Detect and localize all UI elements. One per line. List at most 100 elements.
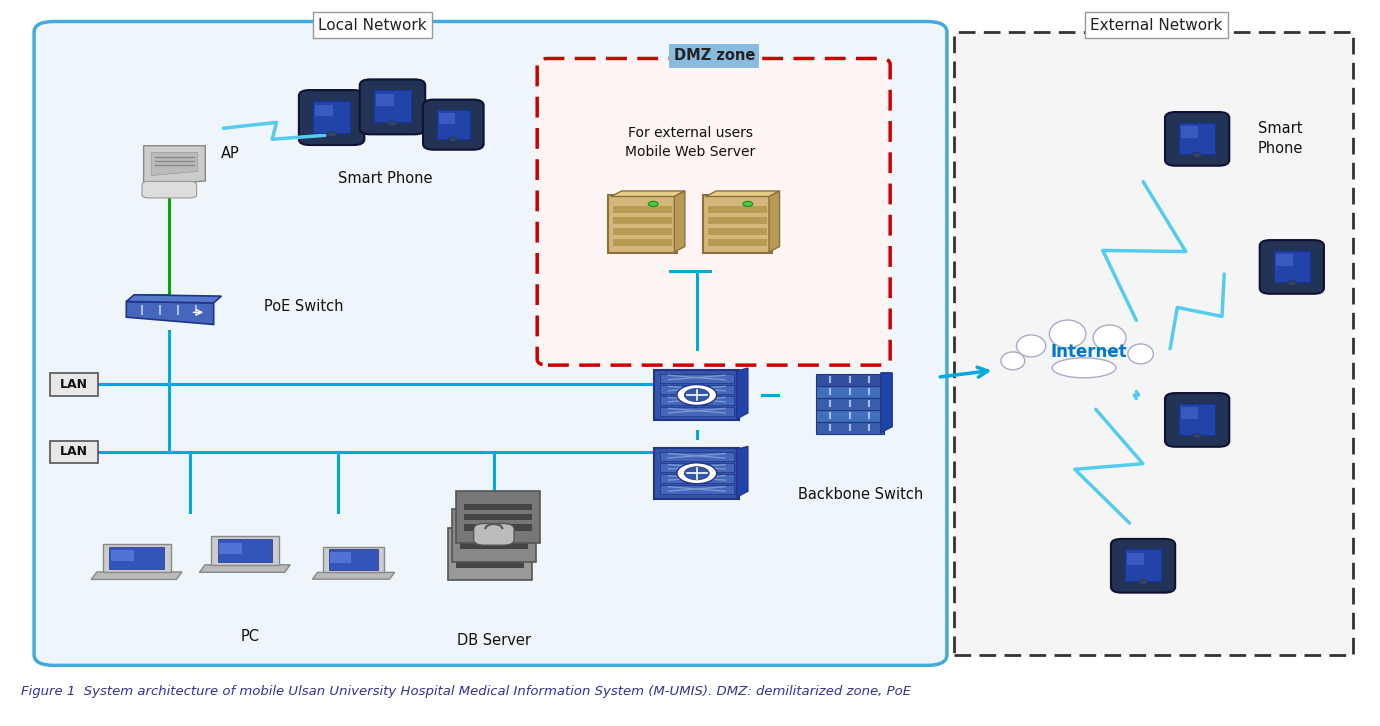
Polygon shape bbox=[199, 565, 290, 572]
FancyBboxPatch shape bbox=[50, 373, 98, 396]
FancyBboxPatch shape bbox=[460, 543, 529, 549]
Ellipse shape bbox=[1000, 352, 1025, 370]
Polygon shape bbox=[152, 152, 197, 176]
Polygon shape bbox=[144, 146, 206, 187]
FancyBboxPatch shape bbox=[708, 240, 767, 246]
FancyBboxPatch shape bbox=[954, 32, 1352, 655]
Circle shape bbox=[1192, 152, 1202, 158]
FancyBboxPatch shape bbox=[660, 474, 734, 483]
FancyBboxPatch shape bbox=[464, 524, 531, 531]
Text: For external users
Mobile Web Server: For external users Mobile Web Server bbox=[625, 126, 755, 159]
FancyBboxPatch shape bbox=[464, 504, 531, 510]
Polygon shape bbox=[127, 295, 221, 303]
Polygon shape bbox=[880, 373, 893, 433]
FancyBboxPatch shape bbox=[424, 99, 483, 150]
FancyBboxPatch shape bbox=[660, 385, 734, 393]
Text: LAN: LAN bbox=[59, 446, 88, 458]
FancyBboxPatch shape bbox=[1180, 123, 1214, 154]
FancyBboxPatch shape bbox=[1165, 393, 1230, 446]
FancyBboxPatch shape bbox=[1111, 539, 1176, 592]
Text: PC: PC bbox=[241, 629, 259, 645]
Circle shape bbox=[684, 467, 709, 480]
FancyBboxPatch shape bbox=[1165, 112, 1230, 166]
FancyBboxPatch shape bbox=[1180, 404, 1214, 435]
Polygon shape bbox=[91, 572, 182, 579]
Text: Smart Phone: Smart Phone bbox=[338, 171, 433, 186]
Text: Backbone Switch: Backbone Switch bbox=[798, 487, 923, 502]
FancyBboxPatch shape bbox=[816, 374, 883, 386]
FancyBboxPatch shape bbox=[439, 113, 455, 124]
FancyBboxPatch shape bbox=[660, 374, 734, 383]
Circle shape bbox=[1288, 281, 1297, 285]
Polygon shape bbox=[218, 539, 272, 562]
FancyBboxPatch shape bbox=[453, 509, 535, 562]
Ellipse shape bbox=[1017, 335, 1046, 357]
Polygon shape bbox=[328, 550, 378, 570]
Polygon shape bbox=[675, 191, 684, 252]
Circle shape bbox=[649, 201, 658, 206]
FancyBboxPatch shape bbox=[537, 59, 890, 365]
FancyBboxPatch shape bbox=[613, 229, 672, 235]
FancyBboxPatch shape bbox=[112, 550, 134, 561]
FancyBboxPatch shape bbox=[609, 195, 678, 253]
FancyBboxPatch shape bbox=[613, 240, 672, 246]
FancyBboxPatch shape bbox=[654, 370, 740, 420]
FancyBboxPatch shape bbox=[50, 441, 98, 463]
FancyBboxPatch shape bbox=[460, 533, 529, 539]
Text: LAN: LAN bbox=[59, 378, 88, 391]
Circle shape bbox=[684, 388, 709, 401]
Circle shape bbox=[1192, 433, 1202, 439]
Circle shape bbox=[676, 462, 716, 484]
Polygon shape bbox=[323, 547, 385, 572]
Polygon shape bbox=[102, 544, 171, 572]
FancyBboxPatch shape bbox=[455, 491, 540, 543]
Text: AP: AP bbox=[221, 146, 240, 160]
FancyBboxPatch shape bbox=[816, 409, 883, 422]
FancyBboxPatch shape bbox=[374, 90, 411, 123]
Polygon shape bbox=[737, 446, 748, 497]
Text: Figure 1  System architecture of mobile Ulsan University Hospital Medical Inform: Figure 1 System architecture of mobile U… bbox=[21, 685, 911, 698]
FancyBboxPatch shape bbox=[816, 398, 883, 410]
Text: Local Network: Local Network bbox=[317, 17, 426, 33]
FancyBboxPatch shape bbox=[455, 541, 524, 547]
FancyBboxPatch shape bbox=[613, 217, 672, 224]
FancyBboxPatch shape bbox=[660, 407, 734, 416]
FancyBboxPatch shape bbox=[1125, 550, 1161, 581]
FancyBboxPatch shape bbox=[142, 182, 196, 198]
Text: Smart
Phone: Smart Phone bbox=[1259, 121, 1303, 156]
FancyBboxPatch shape bbox=[654, 448, 740, 499]
FancyBboxPatch shape bbox=[708, 217, 767, 224]
FancyBboxPatch shape bbox=[455, 562, 524, 568]
Polygon shape bbox=[109, 547, 164, 569]
FancyBboxPatch shape bbox=[464, 514, 531, 521]
Circle shape bbox=[676, 385, 716, 406]
Polygon shape bbox=[611, 191, 684, 197]
Polygon shape bbox=[312, 572, 395, 579]
FancyBboxPatch shape bbox=[377, 94, 393, 106]
FancyBboxPatch shape bbox=[613, 206, 672, 213]
FancyBboxPatch shape bbox=[660, 396, 734, 405]
FancyBboxPatch shape bbox=[34, 22, 947, 665]
FancyBboxPatch shape bbox=[460, 523, 529, 529]
Circle shape bbox=[448, 137, 458, 142]
FancyBboxPatch shape bbox=[660, 485, 734, 494]
FancyBboxPatch shape bbox=[660, 463, 734, 472]
FancyBboxPatch shape bbox=[455, 551, 524, 558]
Ellipse shape bbox=[1052, 358, 1116, 378]
FancyBboxPatch shape bbox=[660, 452, 734, 461]
Text: Internet: Internet bbox=[1050, 343, 1127, 362]
Polygon shape bbox=[737, 368, 748, 419]
FancyBboxPatch shape bbox=[1181, 126, 1198, 138]
FancyBboxPatch shape bbox=[1260, 240, 1323, 294]
Ellipse shape bbox=[1093, 325, 1126, 351]
FancyBboxPatch shape bbox=[437, 110, 469, 139]
Text: PoE Switch: PoE Switch bbox=[264, 298, 344, 314]
Polygon shape bbox=[211, 537, 279, 565]
Text: DB Server: DB Server bbox=[457, 633, 531, 648]
FancyBboxPatch shape bbox=[708, 229, 767, 235]
Polygon shape bbox=[705, 191, 780, 197]
Text: External Network: External Network bbox=[1090, 17, 1223, 33]
FancyBboxPatch shape bbox=[313, 101, 351, 133]
FancyBboxPatch shape bbox=[448, 528, 531, 580]
Circle shape bbox=[1138, 579, 1148, 584]
